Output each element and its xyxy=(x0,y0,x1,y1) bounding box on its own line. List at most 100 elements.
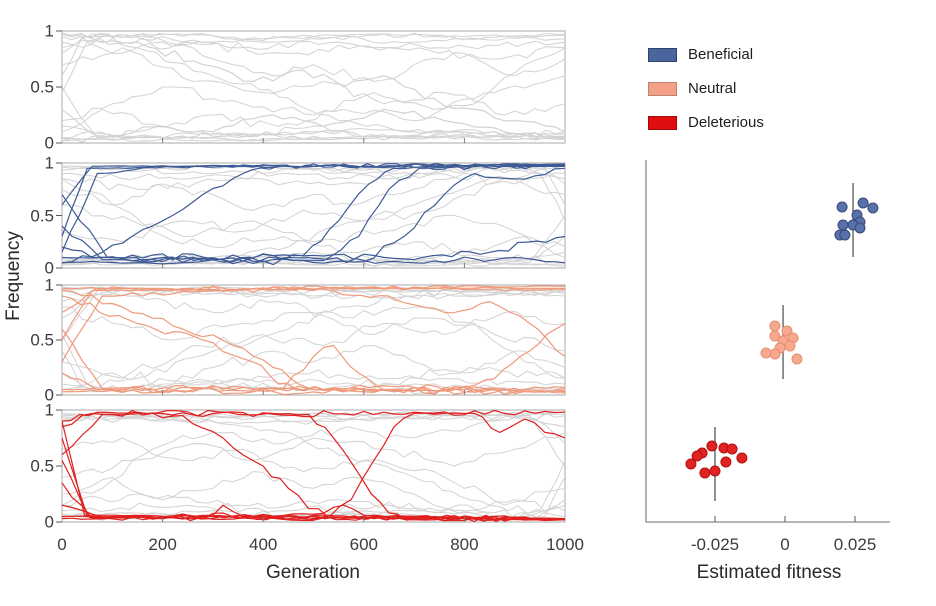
background-trajectory xyxy=(62,431,565,478)
legend-swatch-beneficial xyxy=(648,47,677,62)
background-trajectory xyxy=(62,344,565,393)
background-trajectory xyxy=(62,288,565,319)
y-tick-label: 1 xyxy=(44,21,54,41)
neutral-fitness-point xyxy=(781,325,793,337)
panel-neutral-lines xyxy=(62,285,565,395)
background-trajectory xyxy=(62,412,565,506)
y-tick-label: 1 xyxy=(44,275,54,295)
x-tick-label: 800 xyxy=(450,535,479,554)
panel-beneficial-lines xyxy=(62,163,565,267)
neutral-trajectory xyxy=(62,285,565,314)
beneficial-fitness-point xyxy=(857,197,869,209)
background-trajectory xyxy=(62,164,565,180)
y-tick-label: 1 xyxy=(44,400,54,420)
background-trajectory xyxy=(62,411,565,418)
deleterious-fitness-point xyxy=(726,443,738,455)
beneficial-fitness-point xyxy=(839,229,851,241)
background-trajectory xyxy=(62,108,565,140)
background-trajectory xyxy=(62,413,565,444)
x-axis-label-generation: Generation xyxy=(265,562,361,583)
background-trajectory xyxy=(62,437,565,506)
y-axis-label: Frequency xyxy=(3,231,24,321)
fitness-tick-label: 0.025 xyxy=(833,535,877,554)
panel-control-lines xyxy=(62,32,565,143)
neutral-trajectory xyxy=(62,344,565,394)
background-trajectory xyxy=(62,135,565,142)
x-tick-label: 0 xyxy=(57,535,67,554)
background-trajectory xyxy=(62,164,565,206)
beneficial-fitness-point xyxy=(837,219,849,231)
legend-item-deleterious: Deleterious xyxy=(648,115,764,130)
deleterious-fitness-point xyxy=(709,465,721,477)
neutral-trajectory xyxy=(62,322,565,395)
deleterious-fitness-point xyxy=(699,467,711,479)
background-trajectory xyxy=(62,310,565,380)
background-trajectory xyxy=(62,287,565,379)
background-trajectory xyxy=(62,413,565,517)
background-trajectory xyxy=(62,33,565,82)
background-trajectory xyxy=(62,165,565,185)
fitness-axes xyxy=(645,160,890,523)
control-trajectory xyxy=(62,108,565,143)
background-trajectory xyxy=(62,471,565,521)
neutral-fitness-point xyxy=(791,353,803,365)
beneficial-trajectory xyxy=(62,163,565,237)
neutral-fitness-point xyxy=(760,347,772,359)
background-trajectory xyxy=(62,366,565,387)
deleterious-trajectory xyxy=(62,410,565,456)
background-trajectory xyxy=(62,41,565,60)
legend-item-neutral: Neutral xyxy=(648,81,764,96)
y-tick-label: 0.5 xyxy=(30,456,54,476)
background-trajectory xyxy=(62,32,565,49)
legend-label-deleterious: Deleterious xyxy=(688,114,764,131)
deleterious-trajectory xyxy=(62,515,565,521)
legend-swatch-deleterious xyxy=(648,115,677,130)
beneficial-trajectory xyxy=(62,256,565,265)
deleterious-fitness-point xyxy=(706,440,718,452)
legend-item-beneficial: Beneficial xyxy=(648,47,764,62)
background-trajectory xyxy=(62,86,565,140)
deleterious-fitness-point xyxy=(691,450,703,462)
x-tick-label: 1000 xyxy=(546,535,584,554)
panel-deleterious-lines xyxy=(62,410,565,522)
neutral-fitness-point xyxy=(769,330,781,342)
x-axis-label-estimated-fitness: Estimated fitness xyxy=(696,562,842,583)
background-trajectory xyxy=(62,34,565,93)
x-tick-label: 400 xyxy=(249,535,278,554)
y-tick-label: 0 xyxy=(44,258,54,278)
y-tick-label: 0.5 xyxy=(30,206,54,225)
fitness-tick-label: -0.025 xyxy=(690,535,740,554)
y-tick-label: 0 xyxy=(44,385,54,405)
legend-swatch-neutral xyxy=(648,81,677,96)
y-tick-label: 0.5 xyxy=(30,330,54,350)
deleterious-trajectory xyxy=(62,460,565,522)
background-trajectory xyxy=(62,75,565,122)
beneficial-trajectory xyxy=(62,167,565,266)
beneficial-fitness-point xyxy=(867,202,879,214)
control-trajectory xyxy=(62,32,565,133)
y-tick-label: 0 xyxy=(44,133,54,153)
background-trajectory xyxy=(62,460,565,519)
beneficial-trajectory xyxy=(62,164,565,263)
background-trajectory xyxy=(62,135,565,142)
neutral-trajectory xyxy=(62,285,565,357)
background-trajectory xyxy=(62,260,565,267)
y-tick-label: 0 xyxy=(44,512,54,532)
legend-label-beneficial: Beneficial xyxy=(688,46,754,63)
background-trajectory xyxy=(62,178,565,243)
x-tick-label: 600 xyxy=(349,535,378,554)
y-tick-label: 0.5 xyxy=(30,77,54,97)
background-trajectory xyxy=(62,47,565,116)
deleterious-trajectory xyxy=(62,437,565,521)
background-trajectory xyxy=(62,108,565,140)
background-trajectory xyxy=(62,172,565,191)
neutral-fitness-point xyxy=(784,340,796,352)
neutral-fitness-point xyxy=(769,320,781,332)
deleterious-fitness-point xyxy=(685,458,697,470)
legend: Beneficial Neutral Deleterious xyxy=(648,47,764,149)
y-tick-label: 1 xyxy=(44,153,54,173)
neutral-trajectory xyxy=(62,328,565,393)
beneficial-fitness-point xyxy=(836,201,848,213)
